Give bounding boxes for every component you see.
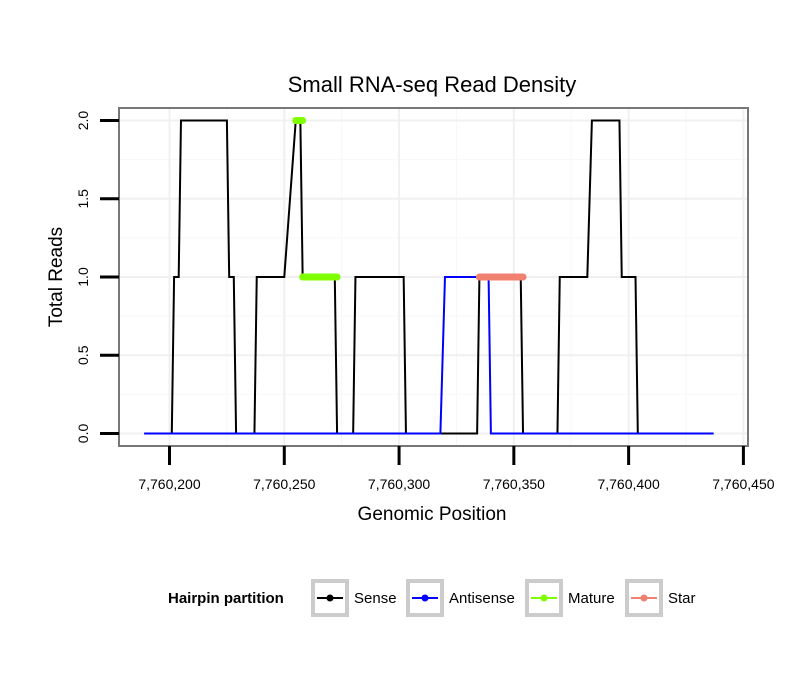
y-tick-label: 2.0 — [75, 111, 91, 131]
legend-label: Star — [668, 590, 696, 607]
legend-label: Mature — [568, 590, 615, 607]
legend-key-point — [540, 594, 548, 602]
x-tick-label: 7,760,200 — [138, 476, 200, 492]
series-layer — [144, 117, 714, 435]
gridlines — [119, 108, 748, 446]
legend-key-point — [326, 594, 334, 602]
y-tick-label: 0.0 — [75, 424, 91, 444]
legend-item-antisense: Antisense — [406, 579, 515, 617]
legend-label: Sense — [354, 590, 397, 607]
legend-key-point — [640, 594, 648, 602]
legend-title: Hairpin partition — [168, 590, 284, 607]
y-tick-label: 1.0 — [75, 267, 91, 287]
y-axis: 0.0 0.5 1.0 1.5 2.0 — [75, 111, 119, 444]
legend-item-star: Star — [625, 579, 696, 617]
y-tick-label: 1.5 — [75, 189, 91, 209]
legend-label: Antisense — [449, 590, 515, 607]
x-tick-label: 7,760,350 — [483, 476, 545, 492]
series-antisense-line — [144, 276, 714, 435]
legend-item-mature: Mature — [525, 579, 615, 617]
legend: Hairpin partition Sense Antisense Mature St… — [168, 579, 696, 617]
x-tick-label: 7,760,250 — [253, 476, 315, 492]
legend-key-point — [421, 594, 429, 602]
y-axis-title: Total Reads — [46, 227, 67, 327]
chart-title: Small RNA-seq Read Density — [288, 72, 577, 97]
x-tick-label: 7,760,300 — [368, 476, 430, 492]
y-tick-label: 0.5 — [75, 345, 91, 365]
x-tick-label: 7,760,400 — [597, 476, 659, 492]
x-tick-label: 7,760,450 — [712, 476, 774, 492]
legend-item-sense: Sense — [311, 579, 397, 617]
x-axis: 7,760,200 7,760,250 7,760,300 7,760,350 7,76… — [138, 446, 775, 492]
x-axis-title: Genomic Position — [358, 504, 507, 525]
